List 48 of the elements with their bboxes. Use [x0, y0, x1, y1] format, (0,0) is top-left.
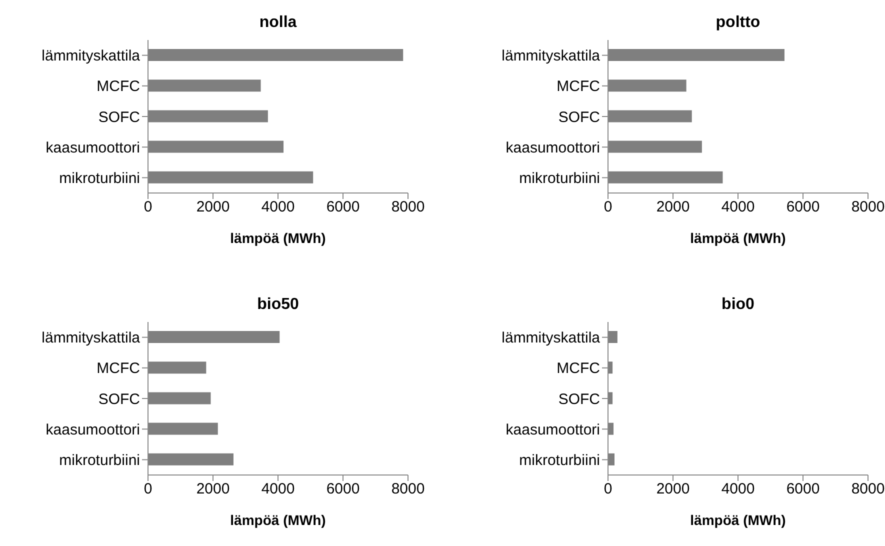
- x-tick-label: 8000: [851, 480, 885, 498]
- y-tick-label: mikroturbiini: [59, 452, 140, 470]
- y-tick-label: kaasumoottori: [506, 139, 600, 156]
- x-tick-label: 2000: [656, 198, 690, 216]
- y-tick-label: lämmityskattila: [42, 330, 141, 347]
- x-tick-label: 8000: [391, 480, 425, 498]
- x-tick-label: 8000: [851, 198, 885, 216]
- y-tick-label: mikroturbiini: [519, 170, 600, 188]
- y-tick-label: lämmityskattila: [42, 48, 141, 65]
- y-tick-label: kaasumoottori: [46, 421, 140, 438]
- y-tick-label: lämmityskattila: [502, 330, 601, 347]
- x-axis-title: lämpöä (MWh): [229, 511, 327, 530]
- x-tick-label: 2000: [196, 198, 230, 216]
- y-tick-label: mikroturbiini: [59, 170, 140, 188]
- x-tick-label: 4000: [261, 480, 295, 498]
- x-tick-label: 4000: [261, 198, 295, 216]
- x-axis-title: lämpöä (MWh): [229, 229, 327, 248]
- chart-title: bio50: [256, 295, 300, 315]
- y-tick-label: MCFC: [556, 360, 600, 378]
- y-tick-label: MCFC: [96, 78, 140, 96]
- y-tick-label: SOFC: [558, 108, 600, 126]
- x-tick-label: 6000: [326, 198, 360, 216]
- y-tick-label: MCFC: [556, 78, 600, 96]
- x-tick-label: 0: [604, 480, 612, 498]
- x-tick-label: 8000: [391, 198, 425, 216]
- y-tick-label: SOFC: [558, 390, 600, 408]
- x-tick-label: 4000: [721, 198, 755, 216]
- chart-title: poltto: [714, 13, 762, 33]
- chart-title: nolla: [258, 13, 298, 33]
- x-tick-label: 6000: [326, 480, 360, 498]
- x-axis-title: lämpöä (MWh): [689, 229, 787, 248]
- x-tick-label: 0: [144, 480, 152, 498]
- x-tick-label: 6000: [786, 198, 820, 216]
- y-tick-label: SOFC: [98, 390, 140, 408]
- y-tick-label: SOFC: [98, 108, 140, 126]
- y-tick-label: mikroturbiini: [519, 452, 600, 470]
- x-tick-label: 4000: [721, 480, 755, 498]
- y-tick-label: kaasumoottori: [506, 421, 600, 438]
- x-tick-label: 6000: [786, 480, 820, 498]
- y-tick-label: MCFC: [96, 360, 140, 378]
- y-tick-label: kaasumoottori: [46, 139, 140, 156]
- x-tick-label: 2000: [196, 480, 230, 498]
- x-tick-label: 0: [144, 198, 152, 216]
- chart-title: bio0: [720, 295, 756, 315]
- x-tick-label: 0: [604, 198, 612, 216]
- x-axis-title: lämpöä (MWh): [689, 511, 787, 530]
- y-tick-label: lämmityskattila: [502, 48, 601, 65]
- x-tick-label: 2000: [656, 480, 690, 498]
